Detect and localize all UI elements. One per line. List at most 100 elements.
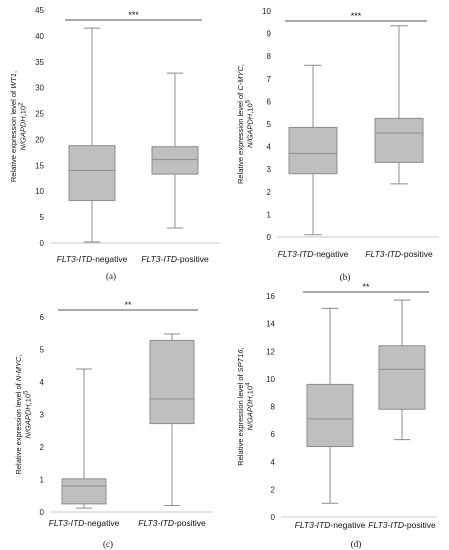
y-axis-label-part: C-MYC bbox=[236, 65, 245, 90]
y-tick-label: 16 bbox=[266, 292, 275, 301]
category-label-suffix: -negative bbox=[84, 518, 119, 528]
y-axis-label-part: ,10 bbox=[246, 103, 255, 113]
y-axis-label-part: N/GAPDH bbox=[19, 116, 28, 151]
category-label-gene: FLT3-ITD bbox=[57, 254, 93, 264]
y-axis-label-part: Relative expression level of bbox=[236, 91, 245, 184]
y-tick-label: 8 bbox=[271, 403, 276, 412]
y-tick-label: 1 bbox=[267, 210, 272, 219]
y-tick-label: 5 bbox=[40, 213, 45, 222]
y-tick-label: 25 bbox=[35, 110, 44, 119]
category-label-suffix: -positive bbox=[404, 520, 436, 530]
y-tick-label: 15 bbox=[35, 161, 44, 170]
iqr-box bbox=[288, 126, 338, 175]
y-axis-label: Relative expression level of C-MYC, N/GAP… bbox=[236, 64, 255, 184]
y-axis-label-part: 5 bbox=[246, 99, 252, 103]
box-positive bbox=[151, 72, 199, 229]
category-label-suffix: -negative bbox=[92, 254, 127, 264]
y-tick-label: 10 bbox=[266, 375, 275, 384]
y-tick-label: 0 bbox=[40, 239, 45, 248]
significance-label: ** bbox=[124, 300, 132, 310]
y-tick-label: 0 bbox=[267, 233, 272, 242]
significance-label: *** bbox=[351, 11, 362, 21]
y-axis-label: Relative expression level of SPT16, N/GAP… bbox=[236, 347, 255, 465]
iqr-box bbox=[68, 145, 116, 202]
y-axis-label-part: ,10 bbox=[19, 106, 28, 116]
box-negative bbox=[68, 27, 116, 243]
iqr-box bbox=[374, 117, 424, 163]
category-label-gene: FLT3-ITD bbox=[49, 518, 85, 528]
category-label-suffix: -negative bbox=[330, 520, 365, 530]
category-label-gene: FLT3-ITD bbox=[365, 249, 401, 259]
panel-caption: (d) bbox=[351, 539, 362, 549]
category-label-suffix: -positive bbox=[174, 518, 206, 528]
y-tick-label: 0 bbox=[40, 508, 45, 517]
y-tick-label: 5 bbox=[40, 346, 45, 355]
category-label-gene: FLT3-ITD bbox=[138, 518, 174, 528]
y-tick-label: 4 bbox=[271, 458, 276, 467]
y-tick-label: 12 bbox=[266, 347, 275, 356]
iqr-box bbox=[149, 339, 195, 425]
y-axis-label-part: 5 bbox=[24, 390, 30, 394]
box-negative bbox=[288, 64, 338, 236]
y-tick-label: 3 bbox=[267, 165, 272, 174]
y-tick-label: 45 bbox=[35, 6, 44, 15]
y-tick-label: 35 bbox=[35, 58, 44, 67]
y-tick-label: 1 bbox=[40, 476, 45, 485]
y-tick-label: 9 bbox=[267, 30, 272, 39]
y-tick-label: 7 bbox=[267, 75, 272, 84]
y-axis-label-part: N/GAPDH bbox=[246, 396, 255, 431]
category-label: FLT3-ITD-negative bbox=[49, 518, 120, 528]
iqr-box bbox=[61, 478, 107, 505]
y-tick-label: 5 bbox=[267, 120, 272, 129]
significance-label: *** bbox=[128, 10, 139, 20]
category-label: FLT3-ITD-positive bbox=[141, 254, 209, 264]
y-axis-label: Relative expression level of N-MYC, N/GAP… bbox=[14, 354, 33, 474]
iqr-box bbox=[378, 345, 426, 410]
y-tick-label: 20 bbox=[35, 135, 44, 144]
box-negative bbox=[61, 368, 107, 509]
category-label: FLT3-ITD-negative bbox=[57, 254, 128, 264]
y-axis-label-part: N/GAPDH bbox=[246, 113, 255, 148]
y-axis-label-part: , bbox=[236, 64, 245, 66]
category-label-gene: FLT3-ITD bbox=[141, 254, 177, 264]
y-tick-label: 4 bbox=[40, 378, 45, 387]
y-axis-label-part: , bbox=[9, 71, 18, 73]
y-tick-label: 2 bbox=[40, 443, 45, 452]
y-tick-label: 40 bbox=[35, 32, 44, 41]
y-axis-label-part: ,10 bbox=[246, 386, 255, 396]
y-axis-label-part: , bbox=[14, 354, 23, 356]
y-axis-label-part: , bbox=[236, 347, 245, 349]
category-label-suffix: -positive bbox=[401, 249, 433, 259]
y-tick-label: 0 bbox=[271, 513, 276, 522]
chart-panel-c: 0 1 2 3 4 5 6 Relative expression level of N-MY… bbox=[14, 300, 212, 549]
y-axis-label-part: N-MYC bbox=[14, 356, 23, 381]
iqr-box bbox=[151, 146, 199, 175]
y-tick-label: 10 bbox=[262, 7, 271, 16]
panel-caption: (a) bbox=[106, 271, 116, 281]
y-tick-label: 6 bbox=[40, 313, 45, 322]
y-axis-label-part: ,10 bbox=[24, 394, 33, 404]
y-tick-label: 8 bbox=[267, 52, 272, 61]
y-tick-label: 4 bbox=[267, 143, 272, 152]
box-negative bbox=[306, 307, 354, 504]
y-tick-label: 3 bbox=[40, 411, 45, 420]
box-positive bbox=[378, 299, 426, 441]
y-axis-label-part: SPT16 bbox=[236, 349, 245, 373]
box-positive bbox=[149, 333, 195, 506]
y-axis-label-part: Relative expression level of bbox=[14, 381, 23, 474]
category-label: FLT3-ITD-positive bbox=[365, 249, 433, 259]
y-axis-label-part: Relative expression level of bbox=[236, 372, 245, 465]
iqr-box bbox=[306, 383, 354, 448]
chart-panel-d: 0 2 4 6 8 10 12 14 16 Relative expression level o… bbox=[236, 282, 437, 549]
category-label-suffix: -positive bbox=[177, 254, 209, 264]
y-tick-label: 2 bbox=[271, 485, 276, 494]
y-tick-label: 30 bbox=[35, 84, 44, 93]
category-label: FLT3-ITD-positive bbox=[368, 520, 436, 530]
category-label-gene: FLT3-ITD bbox=[368, 520, 404, 530]
y-axis-label-part: WT1 bbox=[9, 73, 18, 89]
y-axis-label-part: N/GAPDH bbox=[24, 404, 33, 439]
chart-panel-a: 0 5 10 15 20 25 30 35 40 45 Relative expression le… bbox=[9, 6, 220, 281]
category-label-gene: FLT3-ITD bbox=[295, 520, 331, 530]
y-axis-label-part: 4 bbox=[246, 382, 252, 386]
